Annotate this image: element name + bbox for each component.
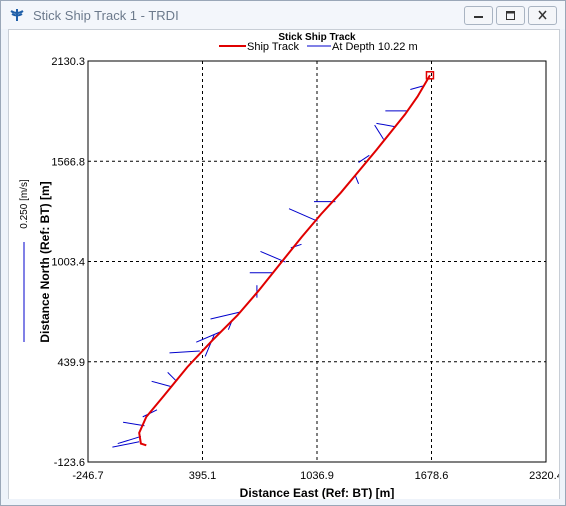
- current-stick: [374, 124, 384, 140]
- y-tick-labels: -123.6 439.9 1003.4 1566.8 2130.3: [51, 56, 85, 469]
- current-stick: [151, 380, 172, 388]
- current-stick: [288, 208, 318, 222]
- restore-icon: [506, 11, 515, 20]
- current-stick: [167, 372, 177, 382]
- x-tick-label: 1036.9: [300, 470, 334, 482]
- current-sticks: [112, 85, 423, 448]
- current-stick: [112, 441, 140, 448]
- chart-panel: Stick Ship Track Ship Track At Depth 10.…: [8, 29, 560, 501]
- current-stick: [117, 435, 142, 445]
- velocity-scale: 0.250 [m/s]: [19, 179, 30, 342]
- x-tick-label: 1678.6: [415, 470, 449, 482]
- current-stick: [204, 334, 215, 357]
- y-tick-label: 439.9: [57, 357, 85, 369]
- close-button[interactable]: [528, 6, 557, 25]
- x-tick-labels: -246.7 395.1 1036.9 1678.6 2320.4: [72, 470, 559, 482]
- legend: Ship Track At Depth 10.22 m: [219, 41, 418, 53]
- close-icon: [538, 10, 547, 20]
- y-tick-label: 1566.8: [51, 156, 85, 168]
- ship-end-marker: [425, 71, 435, 80]
- y-axis-label: Distance North (Ref: BT) [m]: [38, 181, 52, 342]
- y-tick-label: 1003.4: [51, 257, 85, 269]
- minimize-button[interactable]: [464, 6, 493, 25]
- window-bottom-edge: [1, 499, 565, 505]
- current-stick: [210, 311, 241, 320]
- current-stick: [358, 154, 370, 163]
- x-tick-label: -246.7: [72, 470, 103, 482]
- title-bar[interactable]: Stick Ship Track 1 - TRDI: [1, 1, 565, 29]
- current-stick: [123, 421, 145, 427]
- window-title: Stick Ship Track 1 - TRDI: [33, 8, 179, 23]
- minimize-icon: [474, 16, 483, 18]
- x-tick-label: 2320.4: [529, 470, 559, 482]
- ship-track-line: [138, 74, 431, 447]
- x-tick-label: 395.1: [189, 470, 217, 482]
- chart-title: Stick Ship Track: [278, 32, 356, 43]
- grid-lines: [88, 61, 546, 462]
- velocity-scale-label: 0.250 [m/s]: [19, 179, 30, 229]
- x-axis-label: Distance East (Ref: BT) [m]: [240, 486, 395, 500]
- current-stick: [196, 331, 222, 343]
- trdi-logo-icon: [10, 9, 24, 21]
- legend-label-at-depth: At Depth 10.22 m: [332, 41, 418, 53]
- current-stick: [260, 250, 286, 263]
- y-tick-label: 2130.3: [51, 56, 85, 68]
- current-stick: [169, 350, 200, 354]
- restore-button[interactable]: [496, 6, 525, 25]
- legend-label-ship-track: Ship Track: [247, 41, 299, 53]
- current-stick: [376, 122, 397, 128]
- y-tick-label: -123.6: [54, 457, 85, 469]
- stick-ship-track-chart: Stick Ship Track Ship Track At Depth 10.…: [19, 32, 559, 500]
- current-stick: [410, 85, 423, 91]
